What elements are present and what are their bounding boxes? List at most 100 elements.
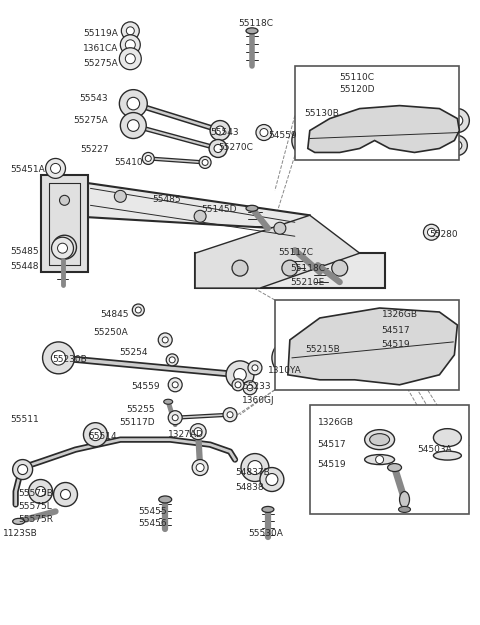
Circle shape <box>227 412 233 418</box>
Text: 54519: 54519 <box>318 459 347 469</box>
Text: 55456: 55456 <box>138 519 167 528</box>
Ellipse shape <box>246 205 258 211</box>
Circle shape <box>453 141 462 150</box>
Circle shape <box>46 159 65 178</box>
Text: 55215B: 55215B <box>305 345 339 354</box>
Circle shape <box>135 307 141 313</box>
Circle shape <box>428 228 435 236</box>
Text: 55118C: 55118C <box>238 19 273 28</box>
Ellipse shape <box>398 506 410 512</box>
Circle shape <box>272 340 308 376</box>
Bar <box>295 66 459 161</box>
Ellipse shape <box>164 399 173 404</box>
Text: 55210E: 55210E <box>290 278 324 287</box>
Text: 55145D: 55145D <box>202 205 237 214</box>
Circle shape <box>84 422 108 447</box>
Circle shape <box>172 415 178 421</box>
Text: 55280: 55280 <box>430 230 458 239</box>
Circle shape <box>172 382 178 388</box>
Text: 55275A: 55275A <box>84 59 119 68</box>
Circle shape <box>60 196 70 205</box>
Text: 1310YA: 1310YA <box>268 366 301 375</box>
Text: 55230B: 55230B <box>52 355 87 364</box>
Circle shape <box>114 191 126 202</box>
Ellipse shape <box>433 429 461 447</box>
Text: 55250A: 55250A <box>94 328 128 337</box>
Circle shape <box>282 350 298 366</box>
Ellipse shape <box>159 496 172 503</box>
Ellipse shape <box>365 454 395 464</box>
Polygon shape <box>56 178 310 230</box>
Circle shape <box>18 464 28 474</box>
Circle shape <box>166 354 178 366</box>
Circle shape <box>51 238 73 259</box>
Polygon shape <box>195 253 384 288</box>
Circle shape <box>196 464 204 471</box>
Ellipse shape <box>433 451 461 460</box>
Polygon shape <box>288 308 457 385</box>
Text: 1326GB: 1326GB <box>318 418 354 427</box>
Text: 1327AD: 1327AD <box>168 429 204 439</box>
Circle shape <box>59 242 70 252</box>
Circle shape <box>54 482 77 506</box>
Text: 55255: 55255 <box>127 405 155 414</box>
Text: 54519: 54519 <box>382 340 410 349</box>
Circle shape <box>248 461 262 474</box>
Text: 55485: 55485 <box>152 196 181 204</box>
Circle shape <box>247 385 253 391</box>
Circle shape <box>145 156 151 161</box>
Ellipse shape <box>246 28 258 34</box>
Circle shape <box>192 459 208 476</box>
Circle shape <box>52 235 76 259</box>
Circle shape <box>214 144 222 152</box>
Circle shape <box>248 361 262 375</box>
Circle shape <box>128 120 139 131</box>
Ellipse shape <box>12 518 24 524</box>
Text: 54838: 54838 <box>235 482 264 491</box>
Circle shape <box>162 337 168 343</box>
Circle shape <box>360 415 374 429</box>
Circle shape <box>132 304 144 316</box>
Circle shape <box>266 474 278 486</box>
Circle shape <box>29 479 52 504</box>
Text: 55117C: 55117C <box>278 248 313 257</box>
Circle shape <box>292 124 324 156</box>
Text: 55451A: 55451A <box>11 166 46 174</box>
Circle shape <box>199 156 211 168</box>
Circle shape <box>423 224 439 240</box>
Circle shape <box>209 139 227 158</box>
Circle shape <box>300 133 315 148</box>
Text: 55118C: 55118C <box>290 264 325 273</box>
Bar <box>275 300 459 390</box>
Circle shape <box>168 411 182 424</box>
Circle shape <box>332 260 348 276</box>
Circle shape <box>169 357 175 363</box>
Text: 55119A: 55119A <box>84 29 119 38</box>
Text: 1326GB: 1326GB <box>382 310 418 319</box>
Circle shape <box>142 152 154 164</box>
Text: 55120D: 55120D <box>340 84 375 94</box>
Circle shape <box>190 424 206 439</box>
Circle shape <box>260 468 284 491</box>
Circle shape <box>12 459 33 479</box>
Circle shape <box>445 109 469 132</box>
Circle shape <box>158 333 172 347</box>
Ellipse shape <box>387 464 402 471</box>
Text: 55275A: 55275A <box>73 116 108 124</box>
Text: 55233: 55233 <box>242 382 271 391</box>
Text: 55117D: 55117D <box>120 418 155 427</box>
Text: 55455: 55455 <box>138 508 167 516</box>
Polygon shape <box>308 106 459 152</box>
Text: 55575L: 55575L <box>19 503 52 511</box>
Circle shape <box>435 414 444 422</box>
Text: 55270C: 55270C <box>218 144 253 152</box>
Circle shape <box>121 22 139 40</box>
Circle shape <box>194 428 202 436</box>
Circle shape <box>235 382 241 388</box>
Text: 55530A: 55530A <box>248 529 283 538</box>
Ellipse shape <box>370 434 390 446</box>
Text: 1123SB: 1123SB <box>3 529 37 538</box>
Circle shape <box>234 369 246 381</box>
Text: 1361CA: 1361CA <box>83 44 119 53</box>
Text: 55575B: 55575B <box>19 489 53 499</box>
